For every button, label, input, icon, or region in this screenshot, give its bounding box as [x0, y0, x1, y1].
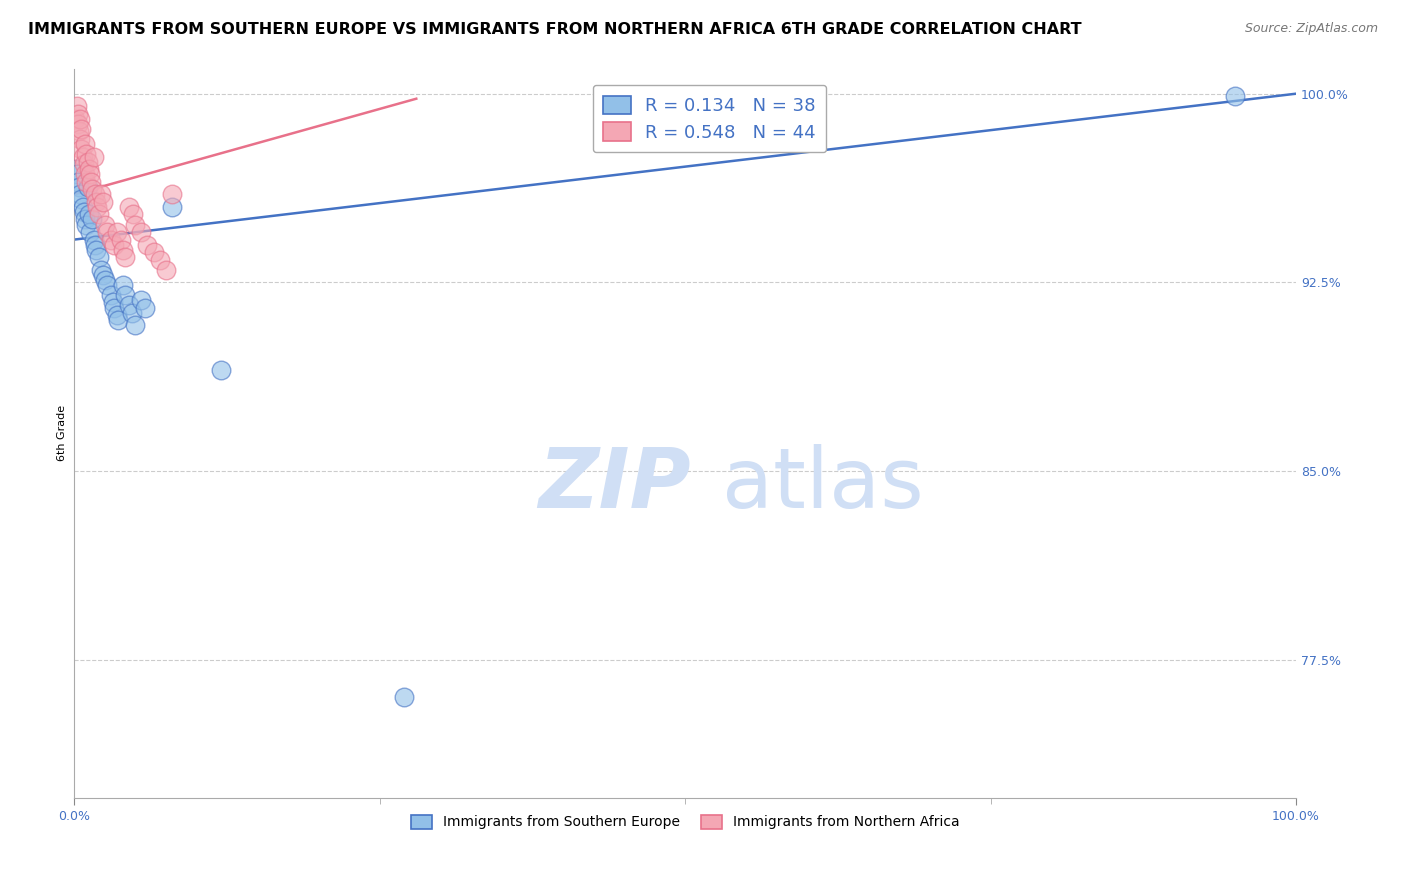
Point — [83, 150, 105, 164]
Point — [75, 167, 97, 181]
Point — [131, 225, 153, 239]
Point — [72, 200, 94, 214]
Point — [87, 250, 110, 264]
Text: IMMIGRANTS FROM SOUTHERN EUROPE VS IMMIGRANTS FROM NORTHERN AFRICA 6TH GRADE COR: IMMIGRANTS FROM SOUTHERN EUROPE VS IMMIG… — [28, 22, 1081, 37]
Point — [90, 187, 112, 202]
Point — [83, 187, 105, 202]
Point — [155, 262, 177, 277]
Point — [96, 225, 118, 239]
Point — [105, 225, 128, 239]
Point — [66, 107, 89, 121]
Point — [160, 200, 183, 214]
Point — [107, 313, 129, 327]
Text: ZIP: ZIP — [538, 444, 692, 524]
Point — [209, 363, 232, 377]
Point — [79, 167, 101, 181]
Point — [1223, 89, 1246, 103]
Point — [131, 293, 153, 307]
Point — [70, 122, 93, 136]
Point — [118, 200, 141, 214]
Point — [66, 175, 89, 189]
Point — [69, 187, 91, 202]
Point — [142, 245, 165, 260]
Point — [103, 301, 125, 315]
Point — [105, 308, 128, 322]
Point — [76, 179, 98, 194]
Point — [111, 243, 134, 257]
Point — [75, 175, 97, 189]
Point — [121, 207, 143, 221]
Point — [69, 112, 91, 126]
Point — [392, 690, 415, 705]
Point — [83, 233, 105, 247]
Point — [124, 218, 146, 232]
Point — [75, 212, 97, 227]
Point — [84, 194, 107, 209]
Point — [136, 237, 159, 252]
Point — [66, 117, 89, 131]
Point — [93, 273, 115, 287]
Point — [73, 205, 96, 219]
Point — [75, 147, 97, 161]
Point — [82, 212, 104, 227]
Point — [67, 124, 90, 138]
Point — [103, 237, 125, 252]
Point — [149, 252, 172, 267]
Point — [73, 157, 96, 171]
Point — [65, 167, 87, 181]
Point — [96, 277, 118, 292]
Point — [65, 112, 87, 126]
Point — [65, 99, 87, 113]
Point — [93, 218, 115, 232]
Point — [124, 318, 146, 333]
Point — [83, 237, 105, 252]
Point — [87, 207, 110, 221]
Point — [114, 250, 136, 264]
Point — [76, 154, 98, 169]
Point — [77, 162, 100, 177]
Point — [82, 182, 104, 196]
Point — [134, 301, 156, 315]
Point — [93, 194, 115, 209]
Point — [69, 132, 91, 146]
Point — [72, 150, 94, 164]
Point — [67, 179, 90, 194]
Point — [90, 262, 112, 277]
Point — [103, 295, 125, 310]
Point — [86, 200, 108, 214]
Y-axis label: 6th Grade: 6th Grade — [58, 405, 67, 461]
Point — [114, 288, 136, 302]
Point — [93, 268, 115, 282]
Point — [84, 243, 107, 257]
Point — [77, 207, 100, 221]
Legend: Immigrants from Southern Europe, Immigrants from Northern Africa: Immigrants from Southern Europe, Immigra… — [405, 809, 965, 835]
Point — [75, 218, 97, 232]
Point — [100, 288, 122, 302]
Point — [70, 192, 93, 206]
Point — [80, 175, 103, 189]
Point — [75, 136, 97, 151]
Text: Source: ZipAtlas.com: Source: ZipAtlas.com — [1244, 22, 1378, 36]
Point — [118, 298, 141, 312]
Point — [79, 225, 101, 239]
Point — [65, 162, 87, 177]
Point — [160, 187, 183, 202]
Point — [100, 233, 122, 247]
Point — [121, 305, 143, 319]
Point — [70, 142, 93, 156]
Point — [110, 233, 132, 247]
Text: atlas: atlas — [721, 444, 924, 524]
Point — [111, 277, 134, 292]
